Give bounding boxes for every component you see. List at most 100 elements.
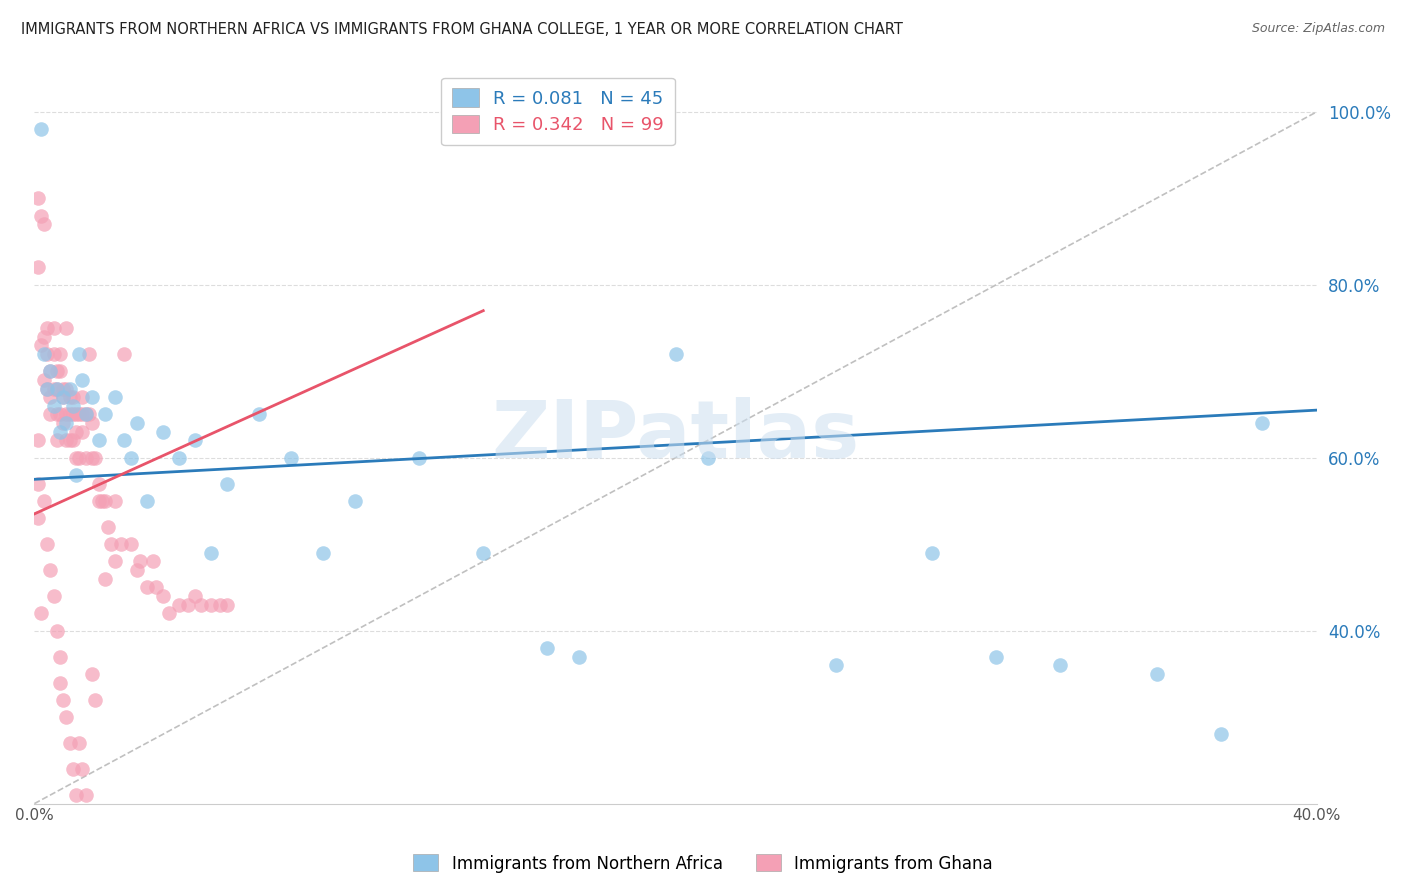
Point [59,434,82,448]
Point [72,762,94,776]
Point [72,425,94,439]
Point [97,520,120,534]
Point [52,390,75,404]
Point [408,450,430,465]
Point [157,607,180,621]
Point [39,364,62,378]
Point [49,408,72,422]
Point [42,321,65,335]
Point [27,260,49,275]
Point [177,598,200,612]
Point [75,450,97,465]
Point [49,425,72,439]
Point [67,408,90,422]
Point [80,416,103,430]
Point [80,450,103,465]
Point [921,546,943,560]
Point [77,347,100,361]
Point [67,347,90,361]
Point [62,434,84,448]
Point [1251,416,1274,430]
Point [59,408,82,422]
Point [37,382,59,396]
Text: ZIPatlas: ZIPatlas [492,397,859,475]
Point [125,416,148,430]
Point [1146,666,1168,681]
Point [55,710,77,724]
Point [32,347,55,361]
Point [110,537,132,551]
Point [45,434,67,448]
Point [42,347,65,361]
Point [94,572,117,586]
Point [30,122,52,136]
Point [135,494,157,508]
Point [55,434,77,448]
Point [39,390,62,404]
Point [120,450,142,465]
Point [59,382,82,396]
Legend: Immigrants from Northern Africa, Immigrants from Ghana: Immigrants from Northern Africa, Immigra… [406,847,1000,880]
Point [112,434,135,448]
Point [72,390,94,404]
Point [39,563,62,577]
Point [87,434,110,448]
Point [27,476,49,491]
Point [42,589,65,603]
Point [167,450,190,465]
Point [87,494,110,508]
Point [183,434,205,448]
Point [55,416,77,430]
Point [59,736,82,750]
Point [145,581,167,595]
Point [30,607,52,621]
Point [87,831,110,846]
Point [52,390,75,404]
Point [49,675,72,690]
Point [152,425,174,439]
Point [87,476,110,491]
Point [103,390,125,404]
Point [52,693,75,707]
Point [45,364,67,378]
Point [27,434,49,448]
Point [183,589,205,603]
Point [32,494,55,508]
Point [55,382,77,396]
Point [52,416,75,430]
Point [62,762,84,776]
Legend: R = 0.081   N = 45, R = 0.342   N = 99: R = 0.081 N = 45, R = 0.342 N = 99 [441,78,675,145]
Point [62,390,84,404]
Point [65,408,87,422]
Point [215,598,238,612]
Point [72,408,94,422]
Point [27,191,49,205]
Point [42,399,65,413]
Point [142,554,165,568]
Point [37,382,59,396]
Point [75,408,97,422]
Point [129,554,152,568]
Point [312,546,335,560]
Point [67,736,90,750]
Text: IMMIGRANTS FROM NORTHERN AFRICA VS IMMIGRANTS FROM GHANA COLLEGE, 1 YEAR OR MORE: IMMIGRANTS FROM NORTHERN AFRICA VS IMMIG… [21,22,903,37]
Point [65,450,87,465]
Point [1049,658,1071,673]
Point [94,494,117,508]
Point [75,408,97,422]
Point [32,329,55,343]
Point [67,450,90,465]
Point [42,382,65,396]
Point [52,382,75,396]
Point [45,624,67,638]
Point [27,511,49,525]
Point [37,321,59,335]
Point [280,450,302,465]
Point [100,537,122,551]
Point [65,425,87,439]
Point [190,598,212,612]
Point [152,589,174,603]
Point [200,546,222,560]
Point [209,598,232,612]
Point [84,693,107,707]
